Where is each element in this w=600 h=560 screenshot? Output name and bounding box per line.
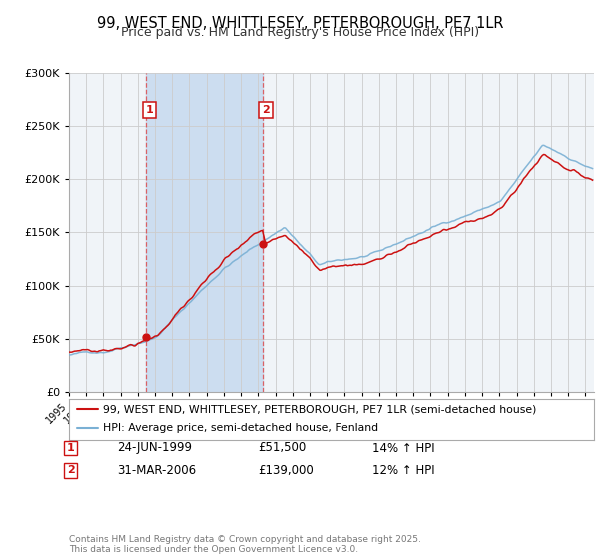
Text: Price paid vs. HM Land Registry's House Price Index (HPI): Price paid vs. HM Land Registry's House … [121,26,479,39]
Text: 99, WEST END, WHITTLESEY, PETERBOROUGH, PE7 1LR: 99, WEST END, WHITTLESEY, PETERBOROUGH, … [97,16,503,31]
Text: 24-JUN-1999: 24-JUN-1999 [117,441,192,455]
Text: £51,500: £51,500 [258,441,306,455]
Bar [146,73,263,392]
Text: Contains HM Land Registry data © Crown copyright and database right 2025.
This d: Contains HM Land Registry data © Crown c… [69,535,421,554]
Text: 1: 1 [146,105,153,115]
Text: 31-MAR-2006: 31-MAR-2006 [117,464,196,477]
Text: 1: 1 [67,443,74,453]
Text: 99, WEST END, WHITTLESEY, PETERBOROUGH, PE7 1LR (semi-detached house): 99, WEST END, WHITTLESEY, PETERBOROUGH, … [103,404,536,414]
Text: 14% ↑ HPI: 14% ↑ HPI [372,441,434,455]
Text: 2: 2 [262,105,270,115]
Text: HPI: Average price, semi-detached house, Fenland: HPI: Average price, semi-detached house,… [103,423,378,433]
Text: 2: 2 [67,465,74,475]
Text: £139,000: £139,000 [258,464,314,477]
Text: 12% ↑ HPI: 12% ↑ HPI [372,464,434,477]
